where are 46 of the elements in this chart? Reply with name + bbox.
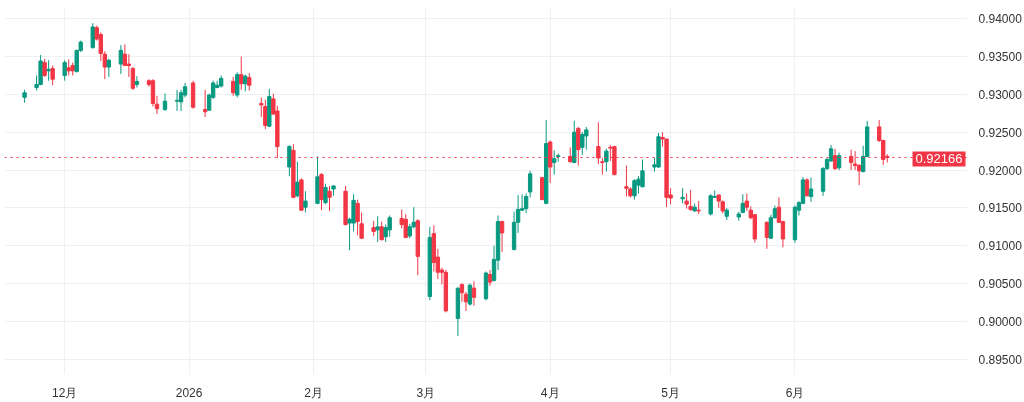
candlestick — [323, 183, 328, 205]
candlestick — [235, 71, 240, 98]
y-tick-label: 0.92000 — [978, 163, 1023, 178]
candlestick — [467, 283, 473, 307]
candlestick — [584, 126, 589, 151]
candlestick — [287, 144, 292, 177]
y-tick-label: 0.93000 — [978, 87, 1023, 102]
candlestick — [804, 177, 810, 198]
candlestick — [50, 65, 55, 86]
y-tick-label: 0.90500 — [978, 277, 1023, 292]
x-tick-label: 6月 — [785, 385, 805, 400]
candlestick — [90, 22, 95, 50]
candlestick — [118, 44, 124, 75]
x-tick-label: 12月 — [52, 385, 78, 400]
x-tick-label: 3月 — [416, 385, 436, 400]
candlestick — [134, 75, 140, 89]
candlestick — [46, 59, 51, 82]
candlestick — [355, 199, 360, 236]
y-tick-label: 0.93500 — [978, 49, 1023, 64]
candlestick — [42, 58, 47, 78]
candlestick — [403, 213, 408, 239]
y-tick-label: 0.90000 — [978, 315, 1023, 329]
candlestick — [106, 58, 112, 78]
y-tick-label: 0.92500 — [978, 125, 1023, 140]
y-tick-label: 0.91500 — [978, 201, 1023, 216]
y-tick-label: 0.94000 — [978, 12, 1023, 27]
candlestick — [764, 221, 770, 250]
candlestick — [471, 280, 477, 307]
x-tick-label: 2月 — [304, 385, 323, 400]
candlestick — [499, 220, 505, 253]
candlestick — [263, 99, 268, 130]
candlestick — [162, 93, 168, 112]
candlestick — [62, 59, 67, 82]
x-tick-label: 2026 — [175, 385, 203, 400]
candlestick — [174, 89, 180, 112]
y-tick-label: 0.91000 — [978, 239, 1023, 254]
candlestick — [387, 214, 392, 238]
candlestick — [231, 76, 236, 97]
y-tick-label: 0.89500 — [978, 352, 1023, 367]
x-tick-label: 5月 — [661, 385, 680, 400]
candlestick — [580, 131, 585, 156]
x-tick-label: 4月 — [540, 385, 560, 400]
candlestick — [303, 190, 308, 213]
candlestick — [632, 178, 637, 201]
candlestick — [808, 177, 814, 203]
ref-line-label: 0.92166 — [915, 151, 963, 167]
